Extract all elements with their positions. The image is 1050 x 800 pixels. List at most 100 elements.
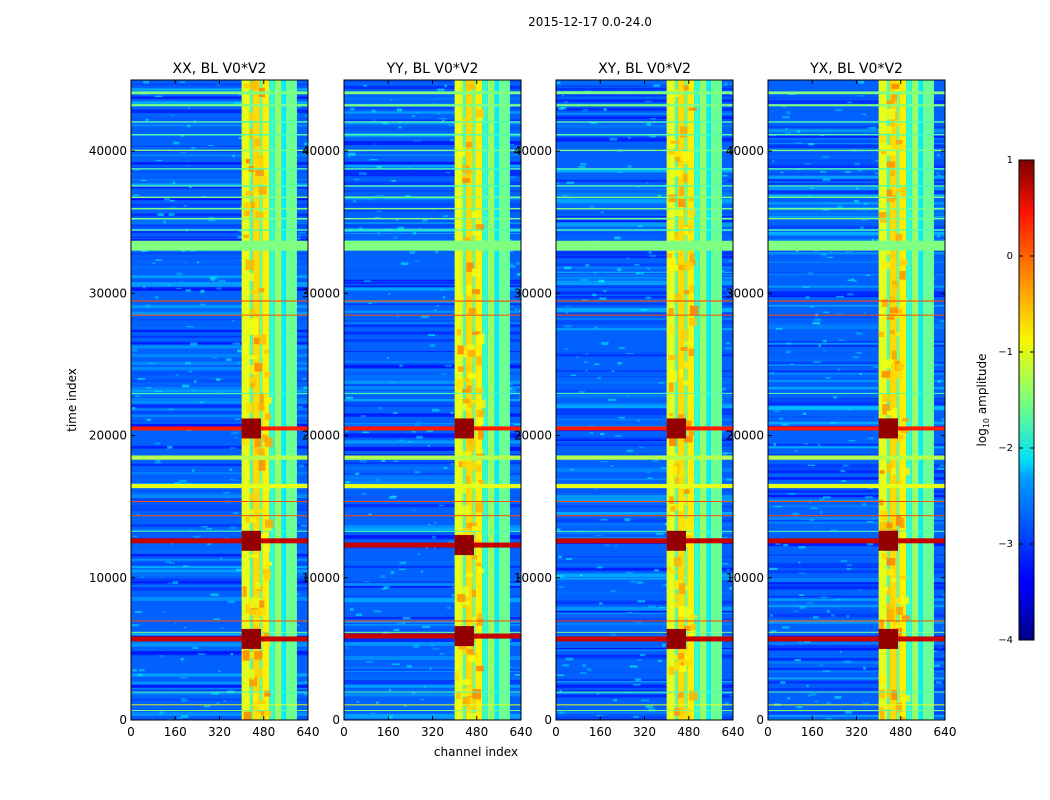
column-mottle bbox=[668, 666, 675, 675]
noise-band bbox=[344, 462, 521, 464]
column-mottle bbox=[689, 284, 695, 293]
column-mottle bbox=[678, 264, 688, 271]
noise-band bbox=[344, 642, 521, 644]
noise-speckle bbox=[229, 526, 237, 530]
noise-band bbox=[768, 406, 945, 411]
colorbar-label-log: log bbox=[975, 428, 989, 446]
column-mottle bbox=[471, 268, 481, 277]
column-mottle bbox=[462, 697, 470, 707]
column-mottle bbox=[258, 186, 267, 195]
noise-band bbox=[768, 142, 945, 145]
noise-speckle bbox=[437, 112, 440, 115]
noise-speckle bbox=[937, 380, 941, 383]
noise-band bbox=[131, 221, 308, 225]
noise-speckle bbox=[232, 512, 239, 514]
noise-speckle bbox=[412, 231, 417, 235]
noise-speckle bbox=[208, 219, 216, 222]
noise-speckle bbox=[393, 460, 399, 462]
noise-band bbox=[131, 389, 308, 393]
noise-speckle bbox=[411, 509, 416, 512]
noise-speckle bbox=[413, 140, 421, 142]
noise-band bbox=[768, 415, 945, 418]
noise-speckle bbox=[190, 342, 198, 346]
noise-speckle bbox=[441, 373, 448, 376]
noise-speckle bbox=[231, 479, 239, 481]
noise-speckle bbox=[798, 546, 806, 549]
noise-speckle bbox=[229, 478, 234, 481]
column-mottle bbox=[688, 348, 695, 357]
noise-speckle bbox=[644, 705, 649, 708]
noise-speckle bbox=[863, 202, 868, 205]
noise-band bbox=[768, 667, 945, 671]
noise-speckle bbox=[565, 311, 569, 314]
time-flag-line bbox=[768, 620, 945, 622]
noise-band bbox=[768, 494, 945, 498]
column-mottle bbox=[881, 370, 891, 378]
column-mottle bbox=[476, 251, 482, 259]
time-flag-line bbox=[344, 314, 521, 316]
noise-speckle bbox=[450, 463, 453, 467]
noise-speckle bbox=[429, 344, 436, 347]
noise-band bbox=[131, 405, 308, 409]
column-mottle bbox=[476, 665, 485, 672]
noise-speckle bbox=[834, 599, 841, 601]
noise-speckle bbox=[812, 361, 821, 363]
column-mottle bbox=[249, 324, 256, 335]
noise-speckle bbox=[635, 621, 642, 625]
noise-band bbox=[556, 474, 733, 477]
noise-speckle bbox=[192, 535, 201, 538]
noise-band bbox=[344, 223, 521, 226]
time-flag-line bbox=[344, 483, 521, 489]
noise-speckle bbox=[222, 492, 230, 494]
time-flag-line bbox=[131, 91, 308, 95]
noise-band bbox=[556, 222, 733, 226]
noise-band bbox=[131, 114, 308, 119]
column-mottle bbox=[455, 381, 462, 390]
noise-speckle bbox=[943, 239, 945, 242]
noise-speckle bbox=[398, 568, 406, 571]
noise-band bbox=[556, 276, 733, 280]
noise-band bbox=[344, 399, 521, 402]
noise-band bbox=[556, 255, 733, 259]
time-flag-line bbox=[768, 500, 945, 502]
noise-speckle bbox=[582, 664, 586, 668]
column-mottle bbox=[462, 349, 470, 358]
noise-speckle bbox=[564, 325, 572, 328]
heatmap-panel: YY, BL V0*V20 160 320 480 640010000200003000… bbox=[302, 61, 533, 739]
noise-speckle bbox=[350, 107, 355, 111]
column-mottle bbox=[466, 169, 472, 175]
noise-speckle bbox=[519, 641, 521, 644]
noise-speckle bbox=[143, 80, 150, 84]
noise-speckle bbox=[140, 179, 147, 182]
noise-band bbox=[768, 225, 945, 229]
column-mottle bbox=[263, 561, 273, 566]
time-flag-line bbox=[556, 710, 733, 712]
noise-band bbox=[131, 276, 308, 279]
column-mottle bbox=[249, 376, 257, 383]
column-mottle bbox=[895, 233, 903, 241]
y-tick-label: 0 bbox=[332, 713, 340, 727]
noise-band bbox=[768, 239, 945, 242]
noise-speckle bbox=[859, 372, 862, 375]
noise-speckle bbox=[411, 691, 416, 694]
noise-band bbox=[344, 160, 521, 162]
noise-band bbox=[768, 128, 945, 133]
noise-speckle bbox=[556, 182, 560, 185]
noise-band bbox=[131, 508, 308, 512]
noise-speckle bbox=[443, 466, 448, 469]
noise-speckle bbox=[302, 378, 307, 380]
column-mottle bbox=[245, 158, 251, 164]
noise-speckle bbox=[649, 254, 657, 257]
column-mottle bbox=[879, 619, 885, 631]
channel-column bbox=[285, 80, 297, 720]
noise-speckle bbox=[942, 594, 945, 597]
column-mottle bbox=[679, 662, 684, 668]
column-mottle bbox=[467, 344, 475, 351]
column-mottle bbox=[674, 477, 680, 484]
noise-band bbox=[344, 380, 521, 385]
noise-speckle bbox=[186, 164, 189, 167]
noise-speckle bbox=[237, 236, 243, 239]
noise-speckle bbox=[401, 621, 406, 625]
noise-speckle bbox=[563, 100, 569, 104]
noise-band bbox=[556, 567, 733, 571]
